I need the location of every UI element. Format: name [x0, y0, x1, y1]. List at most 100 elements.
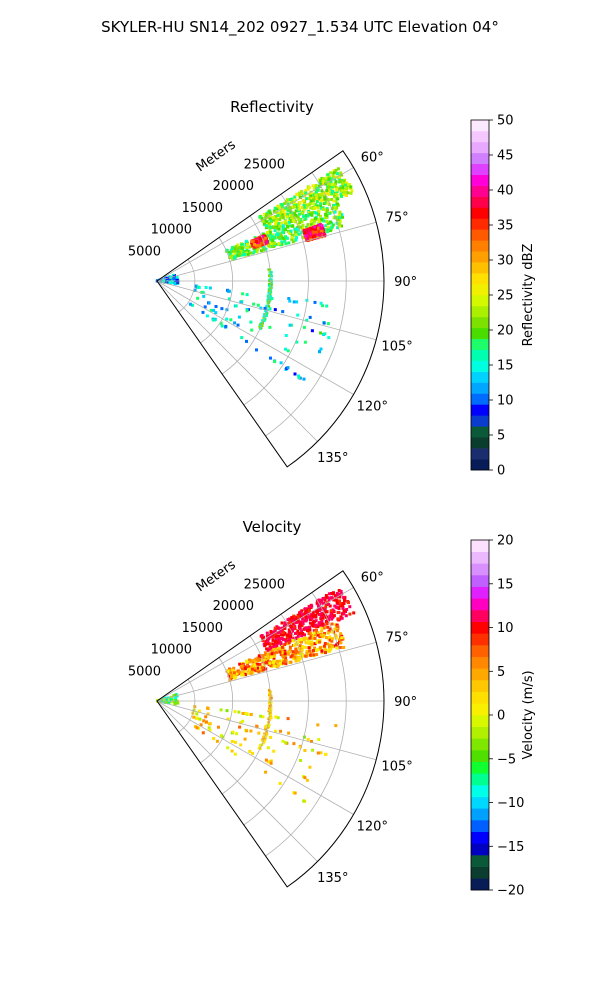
echo-pixel	[273, 308, 277, 312]
echo-pixel	[331, 190, 335, 193]
azimuth-gridline	[156, 700, 354, 815]
echo-pixel	[331, 591, 335, 595]
echo-pixel	[255, 238, 259, 242]
echo-pixel	[270, 695, 273, 698]
colorbar-swatch	[471, 141, 489, 154]
echo-pixel	[257, 654, 261, 658]
echo-pixel	[250, 670, 254, 674]
colorbar-swatch	[471, 691, 489, 704]
echo-pixel	[326, 322, 330, 326]
echo-pixel	[289, 617, 293, 621]
colorbar-tick-label: 5	[497, 429, 505, 444]
echo-pixel	[322, 626, 326, 630]
echo-pixel	[257, 731, 261, 735]
echo-pixel	[319, 206, 323, 210]
echo-pixel	[289, 201, 293, 204]
echo-pixel	[326, 173, 330, 177]
echo-pixel	[289, 627, 293, 631]
echo-pixel	[326, 221, 330, 225]
echo-pixel	[334, 180, 338, 184]
colorbar-tick-label: 20	[497, 534, 514, 549]
echo-pixel	[278, 235, 282, 239]
colorbar-tick-label: 10	[497, 621, 514, 636]
colorbar-swatch	[471, 185, 489, 197]
echo-pixel	[268, 712, 271, 715]
echo-pixel	[252, 247, 256, 251]
echo-pixel	[229, 671, 233, 675]
echo-pixel	[241, 673, 245, 677]
echo-pixel	[241, 719, 245, 723]
echo-pixel	[288, 637, 292, 641]
echo-pixel	[318, 214, 322, 218]
echo-pixel	[173, 695, 177, 699]
echo-pixel	[317, 622, 321, 626]
echo-pixel	[268, 661, 271, 665]
colorbar-swatch	[471, 645, 489, 657]
echo-pixel	[325, 220, 329, 224]
echo-pixel	[285, 636, 289, 640]
echo-pixel	[260, 216, 264, 220]
echo-pixel	[284, 656, 288, 660]
echo-pixel	[297, 217, 301, 221]
echo-pixel	[256, 244, 259, 247]
echo-pixel	[323, 642, 327, 645]
echo-pixel	[317, 647, 321, 651]
echo-pixel	[233, 710, 237, 714]
echo-pixel	[234, 740, 237, 744]
echo-pixel	[348, 612, 352, 616]
echo-pixel	[213, 317, 217, 321]
echo-pixel	[255, 662, 259, 666]
echo-pixel	[262, 742, 265, 745]
echo-pixel	[336, 611, 340, 614]
echo-pixel	[335, 601, 339, 605]
echo-pixel	[264, 642, 268, 646]
echo-pixel	[276, 631, 280, 634]
echo-pixel	[277, 641, 281, 645]
echo-pixel	[281, 739, 285, 743]
echo-pixel	[268, 718, 271, 721]
echo-pixel	[349, 191, 353, 195]
echo-pixel	[302, 236, 306, 240]
echo-pixel	[344, 194, 348, 197]
echo-pixel	[327, 598, 331, 602]
echo-pixel	[308, 653, 312, 657]
echo-pixel	[312, 649, 315, 652]
echo-pixel	[324, 201, 328, 205]
echo-pixel	[238, 725, 242, 729]
echo-pixel	[334, 207, 338, 211]
colorbar-swatch	[471, 621, 489, 634]
echo-pixel	[328, 227, 332, 231]
echo-pixel	[333, 177, 337, 181]
echo-pixel	[169, 698, 173, 701]
echo-pixel	[265, 304, 268, 307]
echo-pixel	[249, 729, 253, 733]
colorbar-swatch	[471, 437, 489, 449]
echo-pixel	[307, 615, 311, 619]
echo-pixel	[329, 613, 333, 617]
echo-pixel	[323, 632, 326, 636]
echo-pixel	[319, 614, 323, 618]
echo-pixel	[261, 319, 265, 322]
echo-pixel	[219, 321, 223, 325]
echo-pixel	[276, 647, 280, 651]
echo-pixel	[311, 233, 315, 236]
echo-pixel	[304, 654, 308, 658]
echo-pixel	[317, 210, 321, 213]
echo-pixel	[163, 698, 167, 701]
echo-pixel	[324, 216, 328, 219]
echo-pixel	[318, 600, 322, 604]
echo-pixel	[319, 622, 323, 626]
echo-pixel	[207, 301, 211, 305]
echo-pixel	[291, 617, 295, 621]
echo-pixel	[312, 631, 316, 635]
echo-pixel	[269, 761, 273, 765]
echo-pixel	[303, 205, 307, 209]
echo-pixel	[292, 201, 296, 205]
echo-pixel	[330, 592, 333, 595]
echo-pixel	[284, 347, 287, 351]
echo-pixel	[258, 326, 261, 329]
echo-pixel	[298, 194, 302, 198]
echo-pixel	[269, 735, 273, 739]
echo-pixel	[281, 310, 285, 314]
echo-pixel	[250, 328, 254, 332]
